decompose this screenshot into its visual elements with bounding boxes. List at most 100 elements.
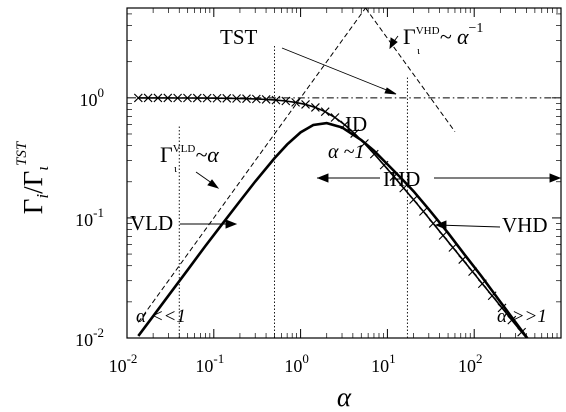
cross-marker bbox=[369, 149, 379, 159]
vhd-law-rest: ~ α bbox=[440, 24, 469, 49]
vhd-law-arrowhead bbox=[389, 37, 398, 50]
vld-law-arrowhead bbox=[207, 179, 220, 189]
minor-ticks bbox=[127, 8, 561, 338]
cross-marker bbox=[477, 279, 487, 289]
cross-marker bbox=[281, 96, 291, 106]
svg-text:Γi/ΓιTST: Γi/ΓιTST bbox=[14, 140, 52, 214]
cross-marker bbox=[527, 340, 535, 348]
x-tick-label: 10-2 bbox=[109, 351, 138, 376]
tick-labels: 10-2 10-1 100 101 102 10-2 10-1 100 bbox=[75, 85, 482, 376]
vld-label: VLD bbox=[130, 211, 173, 235]
tst-label: TST bbox=[220, 25, 258, 49]
cross-marker bbox=[379, 160, 389, 170]
cross-marker bbox=[350, 129, 359, 138]
cross-marker bbox=[487, 291, 497, 301]
cross-marker bbox=[291, 98, 300, 107]
ihd-arrowhead-left bbox=[316, 173, 329, 183]
cross-marker bbox=[438, 231, 448, 240]
cross-marker bbox=[242, 94, 251, 104]
series-marker-line bbox=[138, 97, 528, 338]
x-tick-label: 101 bbox=[371, 351, 396, 376]
y-tick-label: 100 bbox=[80, 85, 105, 110]
alpha-sim-1-label: α ~1 bbox=[328, 141, 364, 163]
cross-marker bbox=[163, 93, 173, 103]
cross-marker bbox=[555, 373, 563, 381]
region-divider-lines bbox=[178, 44, 408, 338]
cross-marker bbox=[212, 93, 222, 103]
id-label: ID bbox=[345, 112, 367, 136]
series-asymptote bbox=[137, 8, 366, 323]
alpha-gg-1-label: α >>1 bbox=[497, 306, 547, 327]
y-tick-label: 10-1 bbox=[75, 205, 104, 230]
vld-law-sup: VLD bbox=[173, 143, 196, 155]
cross-marker bbox=[547, 364, 555, 372]
y-label-slash: /Γ bbox=[18, 171, 48, 194]
vld-law-sub: ι bbox=[174, 163, 177, 175]
vhd-label: VHD bbox=[502, 213, 548, 237]
vld-law-base: Γ bbox=[160, 142, 173, 167]
cross-marker bbox=[232, 94, 241, 103]
cross-marker bbox=[330, 113, 340, 122]
x-tick-label: 102 bbox=[458, 351, 483, 376]
cross-marker bbox=[202, 93, 212, 103]
vhd-law-sub: ι bbox=[417, 45, 420, 57]
major-ticks bbox=[126, 8, 561, 339]
cross-marker bbox=[133, 93, 143, 103]
cross-marker bbox=[183, 93, 192, 103]
y-label-base: Γ bbox=[18, 199, 48, 215]
tst-arrowhead bbox=[384, 87, 397, 95]
cross-marker bbox=[320, 107, 330, 117]
cross-marker bbox=[458, 255, 468, 264]
cross-marker bbox=[340, 120, 350, 130]
cross-marker bbox=[153, 93, 163, 103]
cross-marker bbox=[143, 93, 153, 103]
cross-marker bbox=[399, 183, 409, 193]
vhd-law-sup: VHD bbox=[416, 25, 440, 37]
vld-law-label: ΓVLD~α bbox=[160, 142, 219, 167]
vhd-arrow bbox=[436, 224, 501, 228]
vhd-law-base: Γ bbox=[403, 24, 416, 49]
ihd-label: IHD bbox=[383, 167, 420, 191]
cross-marker bbox=[517, 327, 527, 337]
cross-marker bbox=[389, 172, 399, 181]
cross-marker bbox=[251, 94, 261, 104]
cross-marker bbox=[173, 93, 183, 103]
vld-arrowhead bbox=[225, 219, 238, 229]
markers-layer bbox=[133, 93, 563, 381]
cross-marker bbox=[428, 219, 438, 228]
cross-marker bbox=[360, 139, 369, 148]
x-axis-label: α bbox=[337, 382, 352, 412]
series-layer bbox=[137, 8, 560, 338]
annotation-arrows bbox=[180, 35, 562, 230]
cross-marker bbox=[507, 315, 517, 325]
series-asymptote bbox=[365, 8, 456, 132]
vhd-law-exp: −1 bbox=[469, 21, 484, 36]
tst-leader-line bbox=[281, 47, 395, 94]
cross-marker bbox=[301, 100, 310, 109]
cross-marker bbox=[497, 303, 507, 313]
y-label-sub2: ι bbox=[33, 166, 52, 171]
y-label-sup: TST bbox=[14, 140, 30, 166]
cross-marker bbox=[222, 93, 232, 103]
y-label-sub1: i bbox=[33, 194, 52, 199]
cross-marker bbox=[271, 95, 281, 105]
x-tick-label: 10-1 bbox=[195, 351, 224, 376]
cross-marker bbox=[409, 195, 418, 205]
cross-marker bbox=[419, 207, 428, 216]
x-tick-label: 100 bbox=[284, 351, 309, 376]
cross-marker bbox=[261, 95, 271, 104]
cross-marker bbox=[537, 352, 545, 360]
vld-law-rest: ~α bbox=[195, 142, 219, 167]
vhd-arrowhead bbox=[434, 220, 447, 230]
cross-marker bbox=[310, 103, 320, 112]
vhd-law-label: ΓVHD~ α−1 bbox=[403, 21, 483, 49]
cross-marker bbox=[192, 93, 202, 103]
plot-frame bbox=[126, 7, 562, 339]
y-tick-label: 10-2 bbox=[75, 325, 104, 350]
cross-marker bbox=[468, 267, 477, 277]
series-curve bbox=[137, 121, 529, 338]
ihd-arrowhead-right bbox=[549, 173, 562, 183]
cross-marker bbox=[448, 243, 458, 252]
y-axis-label: Γi/ΓιTST bbox=[14, 140, 52, 214]
